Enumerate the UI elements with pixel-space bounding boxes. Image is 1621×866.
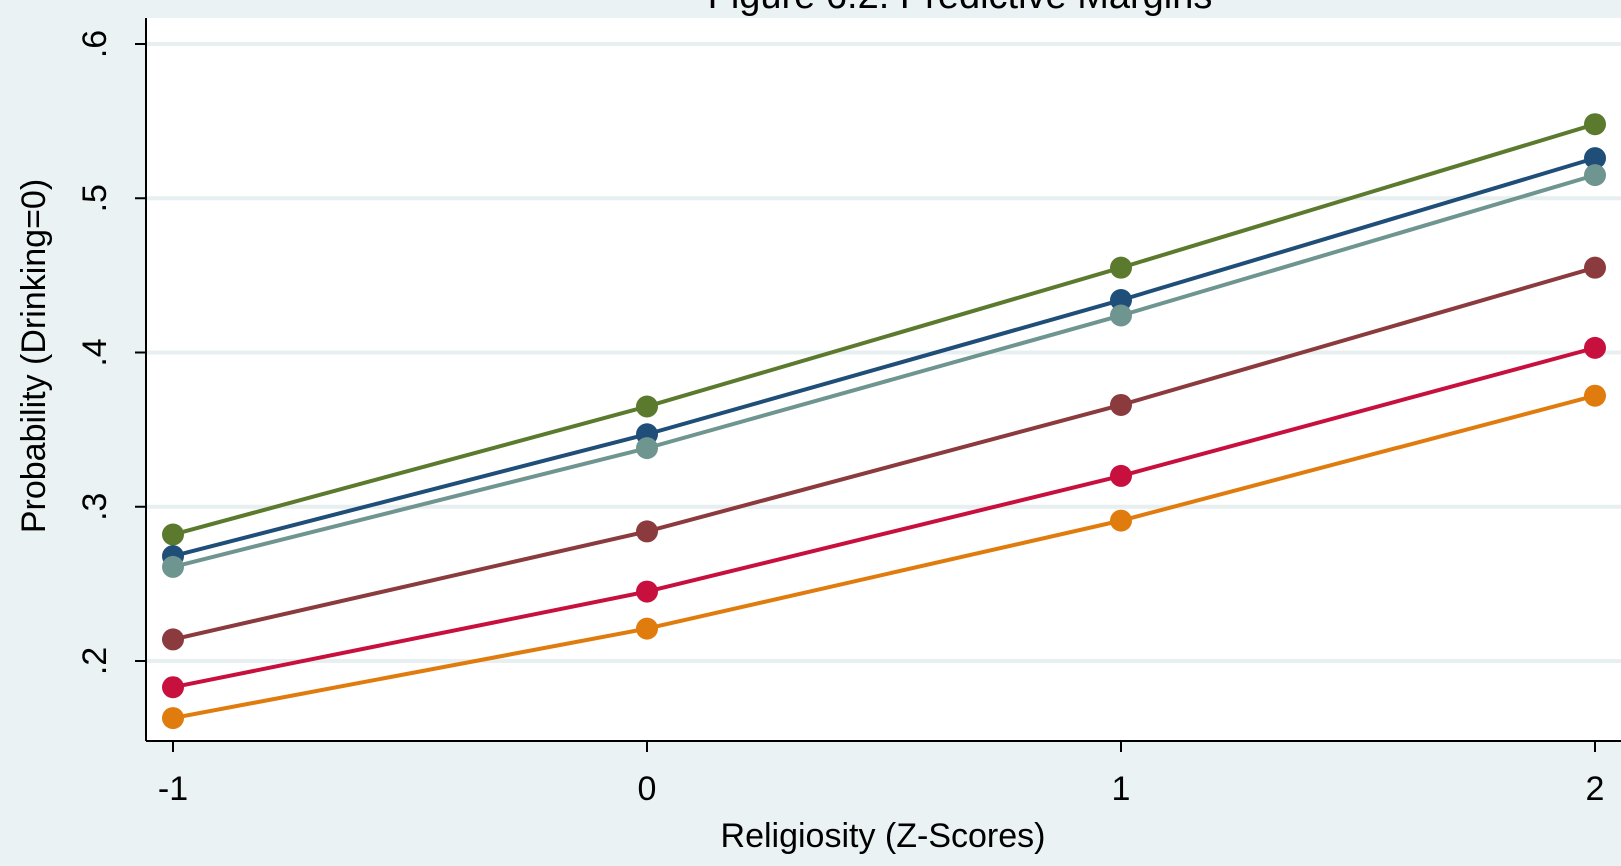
- series-1: [162, 113, 1606, 546]
- y-tick-label: .3: [76, 493, 114, 521]
- series-4: [162, 256, 1606, 651]
- x-tick-label: 2: [1586, 770, 1605, 808]
- data-point: [636, 395, 658, 418]
- x-tick-label: 1: [1112, 770, 1131, 808]
- data-point: [1110, 464, 1132, 487]
- data-point: [636, 617, 658, 640]
- x-tick-label: -1: [158, 770, 188, 808]
- y-tick-label: .5: [76, 184, 114, 212]
- data-point: [1584, 256, 1606, 279]
- data-point: [636, 520, 658, 543]
- data-point: [1584, 113, 1606, 136]
- y-tick-label: .2: [76, 647, 114, 675]
- data-point: [1584, 147, 1606, 170]
- data-point: [1584, 336, 1606, 359]
- y-tick-label: .4: [76, 338, 114, 366]
- chart-title: Figure 6.2. Predictive Margins: [708, 0, 1213, 17]
- x-axis-title: Religiosity (Z-Scores): [721, 817, 1046, 855]
- data-point: [1110, 509, 1132, 532]
- data-point: [636, 580, 658, 603]
- data-point: [1110, 304, 1132, 327]
- y-axis-ticks: .2 .3 .4 .5 .6: [76, 30, 146, 675]
- gridlines: [146, 42, 1621, 663]
- data-point: [162, 628, 184, 651]
- data-point: [162, 555, 184, 578]
- series-layer: [162, 113, 1606, 730]
- plot-area: [146, 18, 1621, 741]
- x-axis-ticks: -1 0 1 2: [158, 741, 1605, 808]
- series-5: [162, 336, 1606, 699]
- y-tick-label: .6: [76, 30, 114, 58]
- data-point: [1584, 384, 1606, 407]
- x-tick-label: 0: [638, 770, 657, 808]
- series-line: [172, 173, 1596, 569]
- data-point: [1110, 289, 1132, 312]
- series-line: [172, 345, 1596, 690]
- data-point: [162, 707, 184, 730]
- series-line: [172, 265, 1596, 642]
- data-point: [162, 676, 184, 699]
- series-3: [162, 164, 1606, 578]
- y-axis-title: Probability (Drinking=0): [15, 179, 53, 533]
- data-point: [1584, 164, 1606, 187]
- series-line: [172, 156, 1596, 559]
- series-line: [172, 393, 1596, 721]
- series-line: [172, 122, 1596, 537]
- series-6: [162, 384, 1606, 730]
- data-point: [636, 437, 658, 460]
- data-point: [1110, 393, 1132, 416]
- data-point: [162, 523, 184, 546]
- data-point: [1110, 256, 1132, 279]
